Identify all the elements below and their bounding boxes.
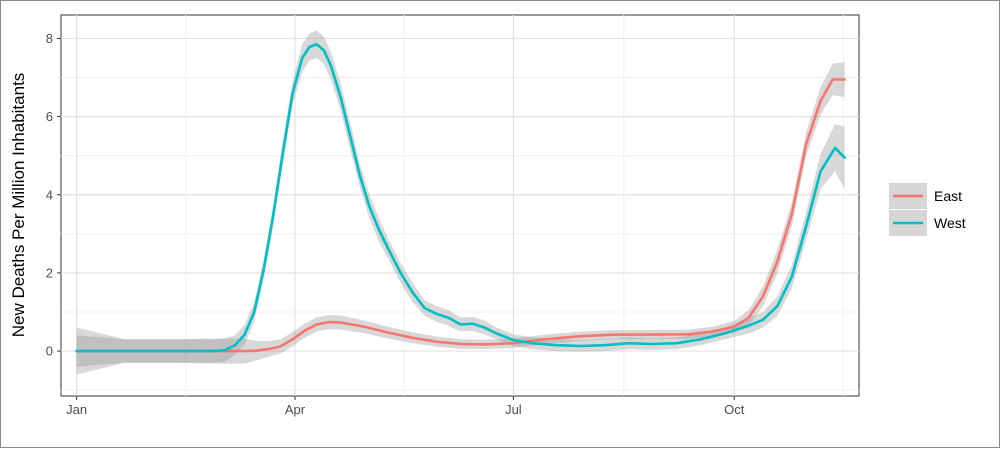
- y-axis-title: New Deaths Per Million Inhabitants: [9, 73, 28, 338]
- x-axis: Jan Apr Jul Oct: [66, 396, 745, 417]
- x-tick-label: Oct: [724, 402, 745, 417]
- x-tick-label: Jul: [505, 402, 522, 417]
- y-tick-label: 8: [46, 31, 53, 46]
- legend: East West: [889, 183, 966, 236]
- y-tick-label: 2: [46, 265, 53, 280]
- y-tick-label: 4: [46, 187, 53, 202]
- series-lines: [75, 42, 846, 353]
- y-tick-label: 6: [46, 109, 53, 124]
- x-tick-label: Apr: [285, 402, 306, 417]
- legend-label-west: West: [934, 215, 966, 231]
- confidence-bands: [76, 30, 845, 375]
- y-axis: 0 2 4 6 8: [46, 31, 61, 359]
- y-tick-label: 0: [46, 344, 53, 359]
- series-line-west: [75, 42, 846, 353]
- plot-panel: [60, 14, 860, 397]
- series-line-east: [75, 78, 846, 353]
- minor-gridlines: [61, 15, 859, 396]
- x-tick-label: Jan: [66, 402, 87, 417]
- confidence-band-east: [76, 61, 845, 375]
- legend-label-east: East: [934, 188, 962, 204]
